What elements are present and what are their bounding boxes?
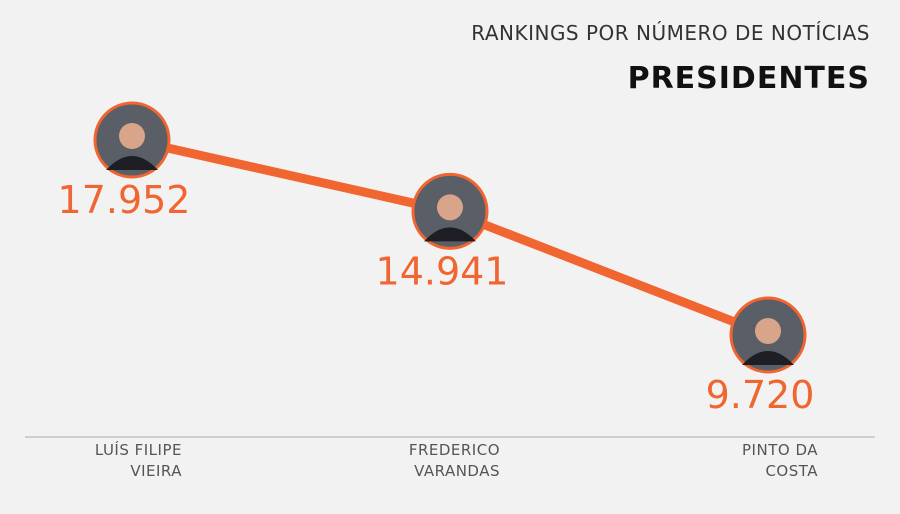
- photo-face: [119, 123, 145, 149]
- photo-body: [106, 156, 158, 170]
- photo-face: [755, 318, 781, 344]
- chart-title: PRESIDENTES: [628, 61, 870, 96]
- value-label: 17.952: [58, 178, 191, 222]
- x-tick-label: FREDERICO VARANDAS: [408, 441, 500, 480]
- chart-subtitle: RANKINGS POR NÚMERO DE NOTÍCIAS: [471, 21, 870, 45]
- photo-body: [424, 227, 476, 242]
- value-label: 14.941: [376, 249, 509, 293]
- photo-body: [742, 351, 794, 365]
- photo-face: [437, 194, 463, 221]
- value-label: 9.720: [706, 373, 815, 417]
- x-tick-label: LUÍS FILIPE VIEIRA: [94, 441, 182, 480]
- x-tick-label: PINTO DA COSTA: [742, 441, 818, 480]
